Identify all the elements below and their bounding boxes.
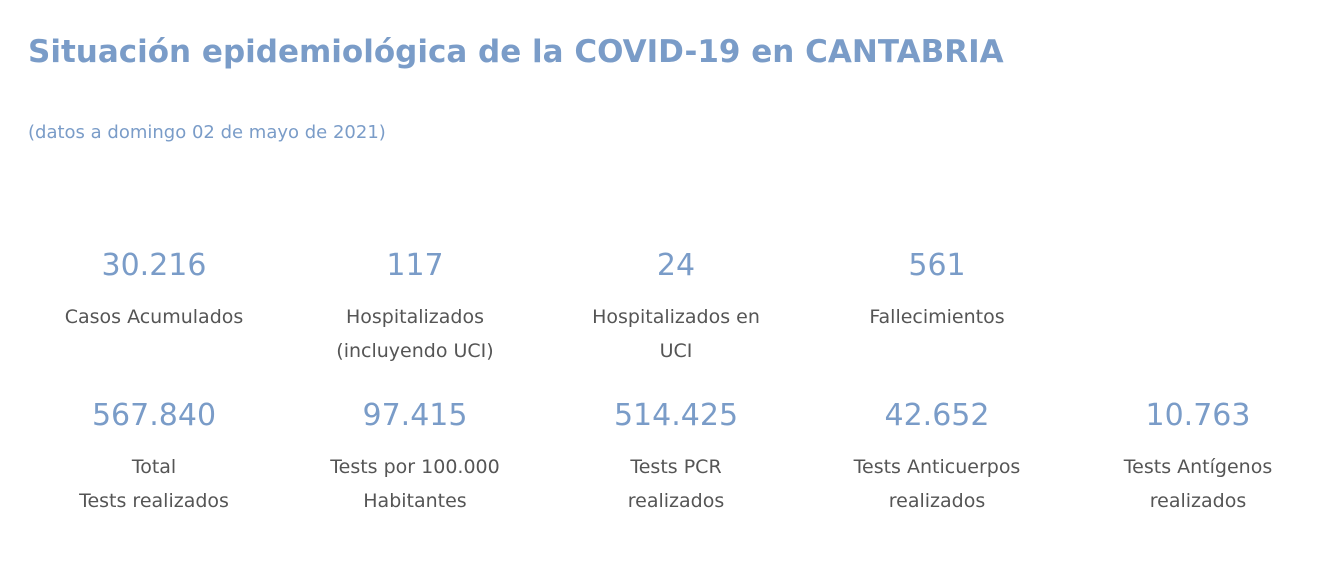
stat-label: Tests PCR realizados: [546, 450, 806, 518]
stat-label-line1: Fallecimientos: [869, 306, 1005, 328]
stat-label: Casos Acumulados: [24, 300, 284, 334]
stat-label-line2: realizados: [1149, 490, 1247, 512]
stat-label: Fallecimientos: [807, 300, 1067, 334]
stat-hospitalizados-uci: 24 Hospitalizados en UCI: [546, 246, 806, 368]
stat-value: 42.652: [884, 398, 990, 433]
stats-row-tests: 567.840 Total Tests realizados 97.415 Te…: [0, 396, 1336, 536]
data-date-subtitle: (datos a domingo 02 de mayo de 2021): [28, 122, 386, 143]
stat-value: 117: [386, 248, 444, 283]
stat-label: Total Tests realizados: [24, 450, 284, 518]
stat-tests-pcr: 514.425 Tests PCR realizados: [546, 396, 806, 518]
stat-label: Hospitalizados en UCI: [546, 300, 806, 368]
stat-fallecimientos: 561 Fallecimientos: [807, 246, 1067, 334]
stat-label: Hospitalizados (incluyendo UCI): [285, 300, 545, 368]
stat-label: Tests Anticuerpos realizados: [807, 450, 1067, 518]
stat-label: Tests Antígenos realizados: [1068, 450, 1328, 518]
stat-tests-antigenos: 10.763 Tests Antígenos realizados: [1068, 396, 1328, 518]
stat-tests-per-100k: 97.415 Tests por 100.000 Habitantes: [285, 396, 545, 518]
stat-value: 97.415: [362, 398, 468, 433]
stat-label-line2: realizados: [888, 490, 986, 512]
stat-label-line1: Tests PCR: [630, 456, 722, 478]
stat-label-line1: Casos Acumulados: [64, 306, 244, 328]
stat-label-line2: UCI: [659, 340, 693, 362]
stat-label-line1: Tests por 100.000: [330, 456, 500, 478]
stat-label-line1: Hospitalizados en: [592, 306, 760, 328]
stat-value: 24: [656, 248, 696, 283]
stat-label: Tests por 100.000 Habitantes: [285, 450, 545, 518]
stat-tests-anticuerpos: 42.652 Tests Anticuerpos realizados: [807, 396, 1067, 518]
stat-value: 567.840: [91, 398, 217, 433]
stat-label-line1: Tests Antígenos: [1123, 456, 1273, 478]
stat-value: 514.425: [613, 398, 739, 433]
stat-value: 10.763: [1145, 398, 1251, 433]
stat-value: 30.216: [101, 248, 207, 283]
stat-label-line1: Tests Anticuerpos: [853, 456, 1021, 478]
stat-value: 561: [908, 248, 966, 283]
stat-label-line1: Total: [131, 456, 177, 478]
stat-label-line2: Habitantes: [363, 490, 467, 512]
stat-hospitalizados: 117 Hospitalizados (incluyendo UCI): [285, 246, 545, 368]
page-title: Situación epidemiológica de la COVID-19 …: [28, 34, 1004, 70]
stats-row-cases: 30.216 Casos Acumulados 117 Hospitalizad…: [0, 246, 1336, 386]
stat-casos-acumulados: 30.216 Casos Acumulados: [24, 246, 284, 334]
stat-label-line2: realizados: [627, 490, 725, 512]
stat-label-line2: (incluyendo UCI): [336, 340, 494, 362]
stat-label-line1: Hospitalizados: [345, 306, 484, 328]
stat-label-line2: Tests realizados: [79, 490, 229, 512]
stat-total-tests: 567.840 Total Tests realizados: [24, 396, 284, 518]
